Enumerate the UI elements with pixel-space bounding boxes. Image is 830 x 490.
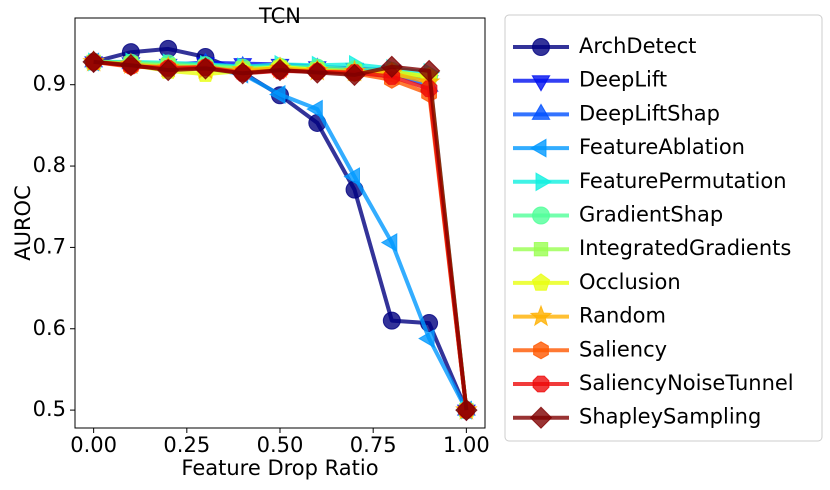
y-tick-label: 0.7: [33, 234, 66, 258]
x-tick-label: 0.25: [163, 433, 210, 457]
series: [85, 53, 475, 419]
legend-marker: [531, 75, 551, 92]
x-tick-label: 0.75: [350, 433, 397, 457]
legend-marker: [531, 273, 551, 291]
legend-label: GradientShap: [579, 203, 723, 227]
legend-label: DeepLiftShap: [579, 101, 720, 125]
marker: [231, 62, 254, 85]
series: [88, 52, 478, 420]
x-tick-label: 1.00: [443, 433, 490, 457]
legend-label: ShapleySampling: [579, 405, 761, 429]
legend-label: ArchDetect: [579, 34, 696, 58]
legend-label: Saliency: [579, 337, 667, 361]
legend-marker: [532, 206, 550, 225]
legend-label: Random: [579, 304, 666, 328]
y-tick-label: 0.8: [33, 153, 66, 177]
marker: [268, 58, 292, 82]
x-tick-label: 0.50: [257, 433, 304, 457]
marker: [306, 61, 329, 84]
y-tick-label: 0.5: [33, 397, 66, 421]
marker: [82, 50, 105, 74]
series: [82, 52, 472, 420]
legend-label: IntegratedGradients: [579, 236, 791, 260]
legend-label: FeatureAblation: [579, 135, 745, 159]
x-axis-label: Feature Drop Ratio: [181, 456, 378, 480]
series: [84, 50, 476, 416]
marker: [306, 99, 323, 119]
series-line: [93, 59, 469, 411]
series: [84, 52, 476, 420]
series-line: [93, 59, 469, 411]
y-tick-label: 0.9: [33, 72, 66, 96]
legend-marker: [532, 38, 550, 56]
legend-marker: [532, 375, 550, 393]
series-line: [93, 59, 469, 411]
marker: [343, 63, 366, 87]
y-tick-label: 0.6: [33, 316, 66, 340]
marker: [268, 84, 286, 104]
series: [84, 56, 476, 422]
x-tick-label: 0.00: [70, 433, 117, 457]
legend-marker: [529, 406, 553, 429]
marker: [418, 329, 435, 349]
legend-label: FeaturePermutation: [579, 169, 787, 193]
legend-box: [504, 14, 823, 442]
series: [84, 52, 476, 418]
series-line: [93, 59, 469, 412]
series: [82, 49, 478, 420]
series-line: [93, 59, 469, 411]
legend-label: DeepLift: [579, 68, 667, 92]
marker: [194, 57, 217, 80]
series-line: [93, 59, 469, 411]
marker: [382, 311, 401, 330]
marker: [417, 59, 441, 83]
marker: [343, 167, 360, 187]
series-line: [93, 59, 469, 411]
series-line: [93, 59, 469, 411]
series: [82, 50, 478, 422]
legend-label: Occlusion: [579, 270, 681, 294]
marker: [380, 233, 398, 253]
marker: [380, 55, 404, 79]
series-line: [93, 59, 469, 411]
marker: [156, 58, 180, 82]
series: [85, 52, 475, 420]
legend-marker: [535, 172, 552, 192]
legend-marker: [530, 138, 547, 158]
legend-marker: [529, 304, 553, 327]
series-line: [93, 59, 469, 411]
series-line: [93, 59, 469, 411]
series: [86, 54, 474, 418]
marker: [119, 53, 143, 77]
legend-marker: [533, 341, 549, 360]
marker: [455, 398, 478, 422]
chart-title: TCN: [258, 4, 301, 28]
legend-label: SaliencyNoiseTunnel: [579, 371, 794, 395]
legend-marker: [533, 242, 549, 257]
y-axis-label: AUROC: [11, 185, 35, 261]
legend-marker: [531, 103, 551, 120]
